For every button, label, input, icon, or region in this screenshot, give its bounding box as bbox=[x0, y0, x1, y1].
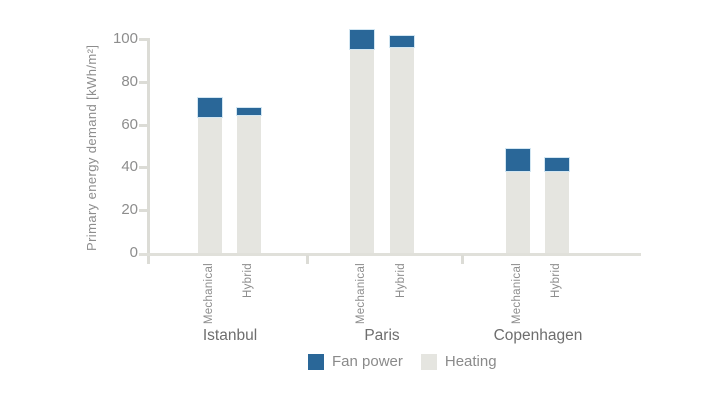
fan-power-segment bbox=[544, 157, 570, 172]
y-tick-label-80: 80 bbox=[121, 73, 138, 90]
y-tick-label-0: 0 bbox=[129, 244, 138, 261]
bar-copenhagen-mechanical bbox=[505, 148, 531, 253]
group-separator-tick bbox=[306, 255, 309, 264]
y-tick-label-100: 100 bbox=[112, 30, 138, 47]
x-axis-line bbox=[139, 253, 641, 256]
bar-paris-mechanical bbox=[349, 29, 375, 253]
bar-istanbul-mechanical bbox=[197, 97, 223, 253]
legend-item-fan-power: Fan power bbox=[308, 353, 403, 370]
heating-segment bbox=[350, 50, 374, 253]
bar-copenhagen-hybrid bbox=[544, 157, 570, 253]
bar-label-hybrid: Hybrid bbox=[550, 263, 562, 299]
y-tick-label-40: 40 bbox=[121, 158, 138, 175]
y-axis-line bbox=[147, 38, 150, 264]
y-tick-100 bbox=[139, 38, 148, 41]
heating-segment bbox=[506, 172, 530, 253]
bar-label-hybrid: Hybrid bbox=[395, 263, 407, 299]
bar-label-mechanical: Mechanical bbox=[203, 263, 215, 325]
heating-segment bbox=[237, 116, 261, 253]
fan-power-segment bbox=[197, 97, 223, 118]
y-tick-label-60: 60 bbox=[121, 116, 138, 133]
bar-paris-hybrid bbox=[389, 35, 415, 253]
city-label-copenhagen: Copenhagen bbox=[493, 327, 583, 344]
legend-label: Heating bbox=[444, 353, 497, 370]
heating-segment bbox=[545, 172, 569, 253]
y-tick-40 bbox=[139, 166, 148, 169]
legend-label: Fan power bbox=[332, 353, 403, 370]
city-label-paris: Paris bbox=[364, 327, 400, 344]
bar-label-mechanical: Mechanical bbox=[511, 263, 523, 325]
legend: Fan power Heating bbox=[308, 353, 497, 370]
y-tick-60 bbox=[139, 124, 148, 127]
heating-segment bbox=[390, 48, 414, 253]
y-tick-label-20: 20 bbox=[121, 201, 138, 218]
heating-segment bbox=[198, 118, 222, 253]
fan-power-swatch bbox=[308, 353, 324, 370]
fan-power-segment bbox=[236, 107, 262, 116]
fan-power-segment bbox=[389, 35, 415, 48]
bar-label-mechanical: Mechanical bbox=[355, 263, 367, 325]
fan-power-segment bbox=[349, 29, 375, 50]
y-tick-80 bbox=[139, 81, 148, 84]
city-label-istanbul: Istanbul bbox=[202, 327, 258, 344]
bar-label-hybrid: Hybrid bbox=[242, 263, 254, 299]
heating-swatch bbox=[420, 353, 437, 370]
y-tick-20 bbox=[139, 209, 148, 212]
bar-istanbul-hybrid bbox=[236, 107, 262, 253]
group-separator-tick bbox=[461, 255, 464, 264]
fan-power-segment bbox=[505, 148, 531, 172]
legend-item-heating: Heating bbox=[420, 353, 497, 370]
